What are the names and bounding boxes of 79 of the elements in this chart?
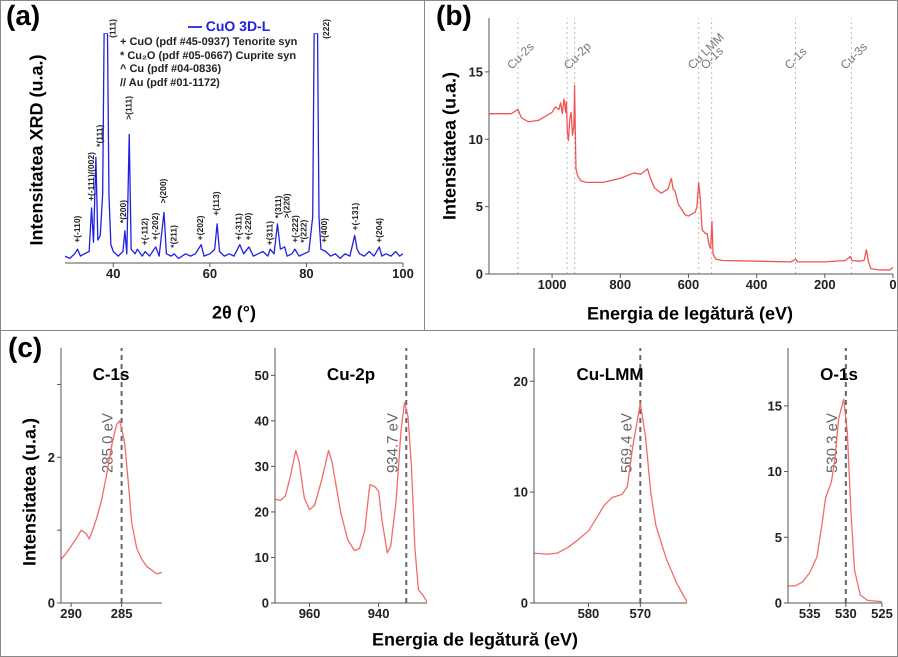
x-tick-label: 960 — [298, 606, 320, 622]
annotation: +(202) — [194, 215, 205, 240]
x-tick-label: 60 — [202, 266, 218, 282]
annotation: +(-220) — [243, 212, 254, 240]
annotation: +(-202) — [150, 212, 160, 240]
annotation: >(111) — [123, 96, 134, 120]
annotation: + CuO (pdf #45-0937) Tenorite syn — [120, 36, 298, 48]
x-tick-label: 600 — [678, 277, 700, 292]
y-axis-title: Intensitatea XRD (u.a.) — [26, 54, 48, 246]
text: (b) — [436, 0, 472, 32]
text: Cu-2p — [326, 365, 376, 385]
x-tick-label: 100 — [392, 266, 414, 282]
annotation: // Au (pdf #01-1172) — [120, 76, 220, 88]
legend-label: CuO 3D-L — [206, 18, 270, 34]
x-tick-label: 1000 — [538, 277, 567, 292]
x-axis-title: 2θ (°) — [212, 302, 256, 324]
y-tick-label: 10 — [468, 132, 483, 147]
x-tick-label: 570 — [629, 606, 652, 622]
text: O-1s — [820, 365, 858, 385]
x-tick-label: 580 — [578, 606, 600, 622]
annotation: (222) — [320, 18, 331, 39]
x-tick-label: 940 — [368, 606, 390, 622]
annotation: ^ Cu (pdf #04-0836) — [120, 63, 222, 75]
x-axis-title: Energia de legătură (eV) — [586, 304, 794, 324]
y-tick-label: 5 — [476, 199, 483, 214]
annotation: (111) — [107, 18, 118, 38]
x-tick-label: 40 — [106, 266, 121, 282]
y-tick-label: 30 — [254, 459, 269, 474]
x-axis-title: Energia de legătură (eV) — [372, 630, 578, 650]
line-series — [788, 398, 882, 602]
y-tick-label: 10 — [768, 464, 782, 480]
y-tick-label: 50 — [254, 368, 269, 383]
x-tick-label: 80 — [299, 266, 314, 282]
y-tick-label: 5 — [774, 530, 782, 545]
text: (a) — [6, 0, 40, 32]
x-tick-label: 400 — [746, 277, 768, 292]
annotation: +(-110) — [72, 215, 82, 243]
y-tick-label: 10 — [514, 484, 528, 500]
x-tick-label: 290 — [60, 606, 82, 622]
annotation: +(-112) — [139, 218, 150, 246]
x-tick-label: 0 — [889, 277, 897, 292]
y-tick-label: 20 — [514, 374, 528, 389]
y-tick-label: 2 — [48, 450, 55, 465]
annotation: *(200) — [118, 200, 128, 224]
annotation: *(111) — [94, 124, 104, 147]
annotation: +(-311) — [234, 212, 244, 240]
x-tick-label: 800 — [609, 277, 632, 292]
y-tick-label: 15 — [768, 398, 782, 414]
annotation: +(400) — [319, 218, 330, 243]
y-tick-label: 40 — [254, 413, 269, 428]
y-axis-title: Intensitatea (u.a.) — [440, 72, 460, 220]
annotation: >(200) — [158, 178, 168, 204]
y-tick-label: 10 — [254, 550, 269, 566]
text: (c) — [8, 332, 42, 364]
x-tick-label: 525 — [871, 606, 893, 622]
text: Cu-LMM — [576, 365, 644, 385]
annotation: *(311) — [272, 195, 283, 218]
ref-line-label: 934.7 eV — [384, 412, 402, 474]
x-tick-label: 535 — [798, 606, 821, 622]
y-axis-title: Intensitatea (u.a.) — [20, 418, 40, 566]
line-series — [489, 84, 893, 271]
ref-line-label: C-1s — [782, 44, 810, 72]
y-tick-label: 0 — [262, 596, 269, 611]
y-tick-label: 20 — [254, 504, 269, 520]
y-tick-label: 0 — [520, 596, 528, 611]
y-tick-label: 15 — [468, 64, 483, 80]
x-tick-label: 200 — [814, 277, 836, 292]
annotation: +(-111)/(002) — [86, 152, 96, 201]
annotation: +(113) — [210, 191, 221, 216]
y-tick-label: 0 — [774, 596, 782, 611]
annotation: +(-222) — [290, 214, 300, 243]
x-tick-label: 285 — [110, 606, 132, 622]
x-tick-label: 530 — [834, 606, 857, 622]
annotation: +(-131) — [350, 202, 360, 230]
annotation: *(211) — [168, 224, 178, 248]
text: C-1s — [92, 365, 130, 385]
annotation: +(311) — [264, 220, 274, 246]
annotation: * Cu₂O (pdf #05-0667) Cuprite syn — [120, 50, 296, 62]
annotation: +(204) — [374, 218, 384, 243]
